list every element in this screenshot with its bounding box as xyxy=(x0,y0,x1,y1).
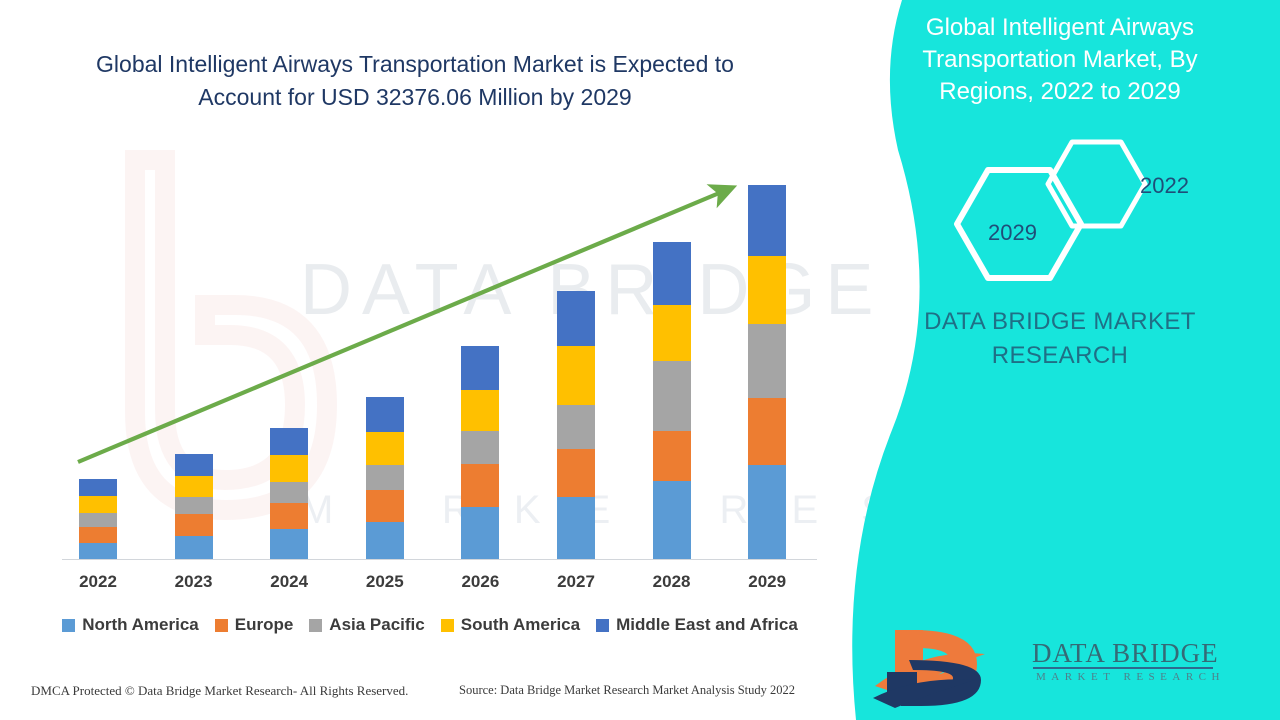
x-axis-label-2024: 2024 xyxy=(270,572,309,591)
bar-segment xyxy=(174,476,213,497)
legend-item-asia-pacific[interactable]: Asia Pacific xyxy=(309,615,425,635)
legend-item-europe[interactable]: Europe xyxy=(214,615,294,635)
bar-segment xyxy=(174,514,213,536)
bar-segment xyxy=(461,346,500,390)
legend-swatch-icon xyxy=(309,618,323,632)
bar-segment xyxy=(748,465,787,559)
bar-segment xyxy=(461,431,500,464)
hexagon-2029-label: 2029 xyxy=(988,220,1037,245)
brand-name: DATA BRIDGE MARKET RESEARCH xyxy=(924,308,1196,369)
bar-2027 xyxy=(557,291,595,559)
x-axis-label-2026: 2026 xyxy=(461,572,500,591)
panel-background xyxy=(852,0,1280,720)
legend-label: South America xyxy=(460,615,581,634)
x-axis-label-2028: 2028 xyxy=(652,572,691,591)
bar-segment xyxy=(652,305,691,361)
bar-segment xyxy=(270,529,309,559)
legend-item-middle-east-and-africa[interactable]: Middle East and Africa xyxy=(596,615,798,635)
source-note: Source: Data Bridge Market Research Mark… xyxy=(459,683,796,697)
bar-segment xyxy=(748,185,787,256)
bar-segment xyxy=(365,465,404,490)
bar-segment xyxy=(174,536,213,559)
bar-segment xyxy=(557,405,595,449)
bar-2023 xyxy=(174,454,213,559)
brand-panel: Global Intelligent Airways Transportatio… xyxy=(840,0,1280,720)
bar-segment xyxy=(365,432,404,465)
footer: DMCA Protected © Data Bridge Market Rese… xyxy=(0,683,860,709)
hexagon-badges xyxy=(954,139,1148,281)
bar-segment xyxy=(270,428,309,455)
x-axis-label-2022: 2022 xyxy=(79,572,117,591)
bar-2026 xyxy=(461,346,500,559)
bar-2025 xyxy=(365,397,404,559)
bar-segment xyxy=(652,481,691,559)
bar-segment xyxy=(79,513,117,527)
bar-segment xyxy=(748,256,787,324)
x-axis-label-2023: 2023 xyxy=(174,572,213,591)
legend-label: Asia Pacific xyxy=(329,615,425,634)
legend-label: Middle East and Africa xyxy=(616,615,798,634)
bar-segment xyxy=(365,397,404,432)
bar-segment xyxy=(270,482,309,503)
legend-swatch-icon xyxy=(440,618,454,632)
bar-segment xyxy=(79,527,117,543)
bar-segment xyxy=(365,522,404,559)
bar-segment xyxy=(652,361,691,431)
hexagon-2029 xyxy=(954,167,1084,281)
bar-2028 xyxy=(652,242,691,559)
bar-segment xyxy=(461,507,500,559)
x-axis-label-2027: 2027 xyxy=(557,572,595,591)
bar-2022 xyxy=(79,479,117,559)
data-bridge-logo xyxy=(873,630,1213,708)
x-axis-labels: 2022 2023 2024 2025 2026 2027 2028 2029 xyxy=(0,572,860,598)
page-title: Global Intelligent Airways Transportatio… xyxy=(96,51,734,111)
bar-segment xyxy=(365,490,404,522)
legend-label: North America xyxy=(82,615,199,634)
bar-segment xyxy=(652,431,691,481)
legend-swatch-icon xyxy=(596,618,610,632)
bar-segment xyxy=(748,398,787,465)
bar-segment xyxy=(270,503,309,529)
logo-wordmark: DATA BRIDGE xyxy=(1032,638,1219,668)
bar-segment xyxy=(461,390,500,431)
hexagon-2022-label: 2022 xyxy=(1140,173,1189,198)
legend-item-north-america[interactable]: North America xyxy=(62,615,199,635)
bar-2029 xyxy=(748,185,787,559)
bar-2024 xyxy=(270,428,309,559)
x-axis-label-2025: 2025 xyxy=(365,572,404,591)
bar-segment xyxy=(461,464,500,507)
bar-segment xyxy=(79,543,117,559)
bar-segment xyxy=(652,242,691,305)
bar-segment xyxy=(270,455,309,482)
logo-tagline: MARKET RESEARCH xyxy=(1036,671,1225,683)
bar-segment xyxy=(174,454,213,476)
legend-swatch-icon xyxy=(62,618,76,632)
bar-segment xyxy=(174,497,213,514)
legend-label: Europe xyxy=(234,615,294,634)
bar-segment xyxy=(748,324,787,398)
panel-title: Global Intelligent Airways Transportatio… xyxy=(922,14,1198,106)
legend-swatch-icon xyxy=(214,618,228,632)
hexagon-2022 xyxy=(1045,139,1148,229)
chart-legend: North America Europe Asia Pacific South Ame… xyxy=(0,615,860,635)
bar-segment xyxy=(557,346,595,405)
bar-segment xyxy=(557,291,595,346)
bar-segment xyxy=(557,497,595,559)
dmca-notice: DMCA Protected © Data Bridge Market Rese… xyxy=(31,683,409,698)
legend-item-south-america[interactable]: South America xyxy=(440,615,581,635)
x-axis-label-2029: 2029 xyxy=(748,572,787,591)
x-axis-line xyxy=(62,559,817,560)
bar-segment xyxy=(79,479,117,496)
bar-segment xyxy=(79,496,117,513)
bar-segment xyxy=(557,449,595,497)
